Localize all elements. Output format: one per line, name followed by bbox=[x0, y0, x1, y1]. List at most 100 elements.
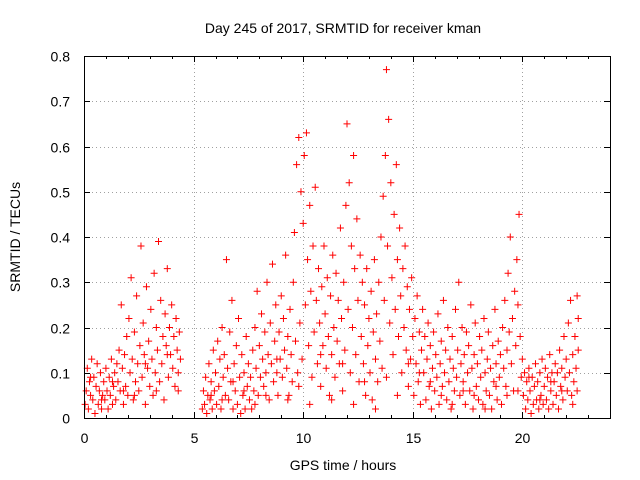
data-point bbox=[248, 405, 256, 413]
data-point bbox=[130, 391, 138, 399]
data-point bbox=[171, 382, 179, 390]
data-point bbox=[524, 396, 532, 404]
data-point bbox=[328, 396, 336, 404]
data-point bbox=[348, 324, 356, 331]
data-point bbox=[135, 387, 143, 395]
data-point bbox=[415, 328, 423, 336]
data-point bbox=[522, 405, 530, 413]
data-point bbox=[537, 391, 545, 399]
data-point bbox=[447, 405, 455, 413]
data-point bbox=[336, 224, 344, 232]
data-point bbox=[203, 409, 211, 417]
data-point bbox=[410, 391, 418, 399]
data-point bbox=[443, 396, 451, 404]
data-point bbox=[262, 369, 270, 377]
data-point bbox=[140, 351, 148, 359]
data-point bbox=[375, 278, 383, 286]
data-point bbox=[416, 400, 424, 408]
data-point bbox=[549, 400, 557, 408]
data-point bbox=[457, 360, 465, 368]
data-point bbox=[350, 152, 358, 160]
y-tick-label: 0.2 bbox=[51, 321, 71, 337]
data-point bbox=[516, 333, 524, 341]
data-point bbox=[305, 342, 313, 350]
data-point bbox=[389, 351, 397, 359]
data-point bbox=[258, 310, 266, 318]
data-point bbox=[330, 324, 338, 331]
data-point bbox=[245, 396, 253, 404]
y-tick-label: 0.3 bbox=[51, 275, 71, 291]
data-point bbox=[487, 364, 495, 372]
data-point bbox=[273, 369, 281, 377]
data-point bbox=[437, 337, 445, 345]
data-point bbox=[559, 396, 567, 404]
data-point bbox=[87, 373, 95, 381]
data-point bbox=[321, 310, 329, 318]
data-point bbox=[430, 328, 438, 336]
data-point bbox=[395, 333, 403, 341]
data-point bbox=[454, 346, 462, 354]
data-point bbox=[284, 333, 292, 341]
data-point bbox=[217, 405, 225, 413]
data-point bbox=[115, 346, 123, 354]
data-point bbox=[456, 391, 464, 399]
data-point bbox=[558, 387, 566, 395]
data-point bbox=[241, 405, 249, 413]
data-point bbox=[270, 378, 278, 386]
data-point bbox=[387, 179, 395, 187]
data-point bbox=[138, 373, 146, 381]
data-point bbox=[111, 369, 119, 377]
data-point bbox=[81, 400, 89, 408]
data-point bbox=[399, 265, 407, 273]
data-point bbox=[244, 360, 252, 368]
data-point bbox=[573, 292, 581, 300]
data-point bbox=[482, 387, 490, 395]
y-tick-label: 0.7 bbox=[51, 94, 71, 110]
data-point bbox=[286, 305, 294, 313]
data-point bbox=[450, 387, 458, 395]
data-point bbox=[128, 355, 136, 363]
data-point bbox=[306, 201, 314, 209]
data-point bbox=[434, 310, 442, 318]
data-point bbox=[405, 305, 413, 313]
data-point bbox=[470, 351, 478, 359]
data-point bbox=[300, 152, 308, 160]
data-point bbox=[496, 351, 504, 359]
data-point bbox=[259, 355, 267, 363]
data-point bbox=[225, 396, 233, 404]
data-point bbox=[172, 314, 180, 322]
data-point bbox=[393, 256, 401, 264]
data-point bbox=[441, 369, 449, 377]
data-point bbox=[117, 301, 125, 309]
data-point bbox=[547, 378, 555, 386]
data-point bbox=[462, 328, 470, 336]
data-point bbox=[491, 305, 499, 313]
data-point bbox=[284, 396, 292, 404]
data-point bbox=[108, 400, 116, 408]
data-point bbox=[384, 242, 392, 250]
y-tick-label: 0.5 bbox=[51, 185, 71, 201]
data-point bbox=[320, 242, 328, 250]
data-point bbox=[362, 391, 370, 399]
data-point bbox=[106, 391, 114, 399]
data-point bbox=[275, 328, 283, 336]
data-point bbox=[531, 360, 539, 368]
data-point bbox=[481, 369, 489, 377]
data-point bbox=[91, 409, 99, 417]
data-point bbox=[271, 337, 279, 345]
data-point bbox=[505, 328, 513, 336]
data-point bbox=[409, 333, 417, 341]
data-point bbox=[93, 360, 101, 368]
data-point bbox=[168, 301, 176, 309]
data-point bbox=[343, 120, 351, 128]
data-point bbox=[339, 387, 347, 395]
data-point bbox=[439, 296, 447, 304]
x-tick-label: 10 bbox=[296, 430, 312, 446]
data-point bbox=[433, 373, 441, 381]
data-point bbox=[564, 319, 572, 327]
data-point bbox=[551, 360, 559, 368]
data-point bbox=[324, 333, 332, 341]
data-point bbox=[379, 192, 387, 200]
data-point bbox=[307, 287, 315, 295]
